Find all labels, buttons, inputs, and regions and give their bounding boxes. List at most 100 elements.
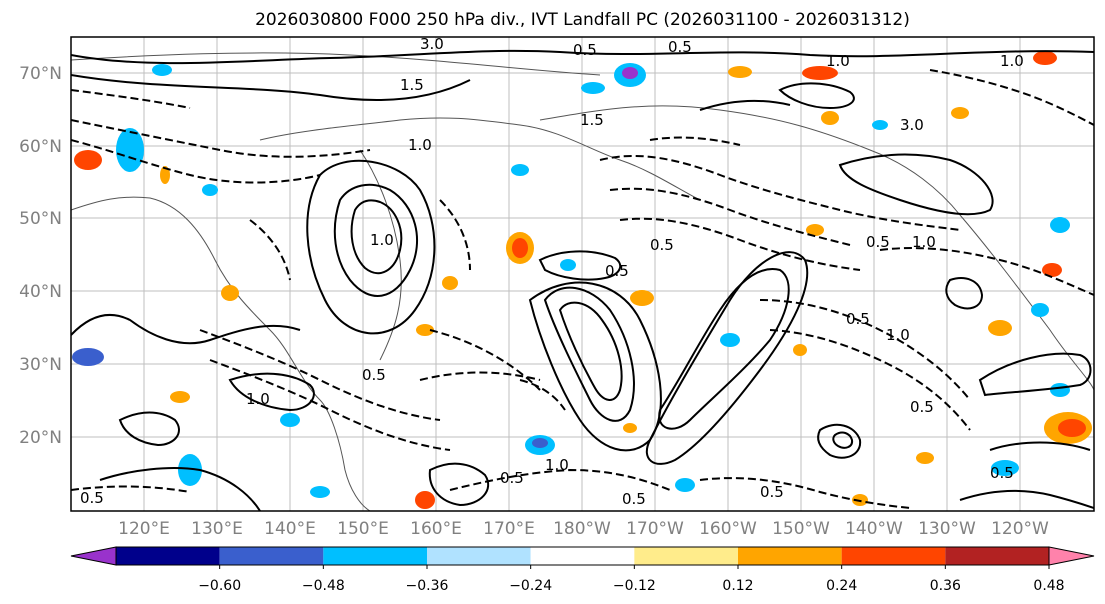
chart-title: 2026030800 F000 250 hPa div., IVT Landfa… [255,10,910,30]
colorbar-tick-label: −0.24 [509,578,552,594]
latitude-label: 50°N [19,209,62,229]
contour-label: 1.5 [400,76,424,94]
colorbar-border [115,546,1050,566]
positive-div-patch [988,320,1012,336]
positive-div-patch [221,285,239,301]
negative-div-patch [202,184,218,196]
contour-label: 1.0 [370,231,394,249]
negative-div-patch [178,454,202,486]
strong-positive-div-patch [74,150,102,170]
ivt-contours-dashed [71,69,1094,509]
contour-label: 1.0 [408,136,432,154]
strong-positive-div-patch [1042,263,1062,277]
latitude-labels: 70°N 60°N 50°N 40°N 30°N 20°N [19,64,62,448]
positive-div-patch [916,452,934,464]
contour-label: 0.5 [990,464,1014,482]
colorbar-tick-label: −0.60 [198,578,241,594]
colorbar-tick-label: −0.48 [302,578,345,594]
colorbar-segment [219,547,324,565]
gridlines [71,37,1094,511]
contour-label: 0.5 [605,262,629,280]
positive-div-patch [728,66,752,78]
contour-label: 1.0 [912,233,936,251]
strong-positive-div-patch [1033,51,1057,65]
contour-label: 0.5 [80,489,104,507]
colorbar-tick-label: 0.12 [722,578,753,594]
positive-div-patch [793,344,807,356]
negative-div-patch [511,164,529,176]
contour-label: 0.5 [650,236,674,254]
colorbar-extend-min [70,546,117,566]
map-border [70,36,1095,512]
negative-div-patch [1050,383,1070,397]
negative-div-patch [310,486,330,498]
strong-positive-div-patch [512,238,528,258]
latitude-label: 40°N [19,282,62,302]
contour-label: 1.5 [580,111,604,129]
negative-div-patch [720,333,740,347]
longitude-label: 130°E [191,519,243,539]
strong-positive-div-patch [1058,419,1086,437]
strong-negative-div-patch [622,67,638,79]
contour-label: 1.0 [545,456,569,474]
colorbar-segment [841,547,946,565]
longitude-labels: 120°E 130°E 140°E 150°E 160°E 170°E 180°W 170°W… [118,519,1049,539]
longitude-label: 140°E [264,519,316,539]
longitude-label: 160°W [699,519,757,539]
colorbar-tick-label: −0.12 [613,578,656,594]
latitude-label: 70°N [19,64,62,84]
contour-label: 3.0 [900,116,924,134]
negative-div-patch [1050,217,1070,233]
negative-div-patch [675,478,695,492]
longitude-label: 160°E [410,519,462,539]
colorbar-segment [634,547,738,565]
negative-div-patch [152,64,172,76]
positive-div-patch [951,107,969,119]
longitude-label: 140°W [845,519,903,539]
colorbar-segment [530,547,635,565]
contour-label: 0.5 [573,41,597,59]
colorbar-tick-label: 0.48 [1033,578,1064,594]
positive-div-patch [442,276,458,290]
negative-div-patch [1031,303,1049,317]
negative-div-patch [560,259,576,271]
longitude-label: 120°E [118,519,170,539]
positive-div-patch [630,290,654,306]
contour-label: 0.5 [760,483,784,501]
latitude-label: 60°N [19,137,62,157]
contour-label: 0.5 [910,398,934,416]
contour-label: 1.0 [826,52,850,70]
contour-label: 1.0 [246,390,270,408]
longitude-label: 150°W [772,519,830,539]
negative-div-patch [532,438,548,448]
positive-div-patch [806,224,824,236]
negative-div-patch [991,460,1019,476]
contour-labels: 3.0 0.5 0.5 1.0 1.5 1.5 1.0 3.0 1.0 0.5 … [80,35,1024,508]
contour-label: 0.5 [362,366,386,384]
contour-label: 0.5 [846,310,870,328]
longitude-label: 130°W [918,519,976,539]
contour-label: 0.5 [622,490,646,508]
colorbar-tick-label: −0.36 [406,578,449,594]
strong-positive-div-patch [415,491,435,509]
contour-label: 1.0 [1000,52,1024,70]
colorbar-segment [738,547,842,565]
negative-div-patch [872,120,888,130]
colorbar [70,546,1095,566]
contour-label: 3.0 [420,35,444,53]
negative-div-patch [280,413,300,427]
contour-label: 1.0 [886,326,910,344]
latitude-label: 20°N [19,428,62,448]
colorbar-segment [116,547,220,565]
colorbar-segment [427,547,531,565]
longitude-label: 120°W [991,519,1049,539]
longitude-label: 170°E [483,519,535,539]
strong-positive-div-patch [802,66,838,80]
positive-div-patch [170,391,190,403]
positive-div-patch [821,111,839,125]
latitude-label: 30°N [19,355,62,375]
colorbar-segment [945,547,1049,565]
contour-label: 0.5 [500,469,524,487]
colorbar-tick-label: 0.24 [826,578,857,594]
